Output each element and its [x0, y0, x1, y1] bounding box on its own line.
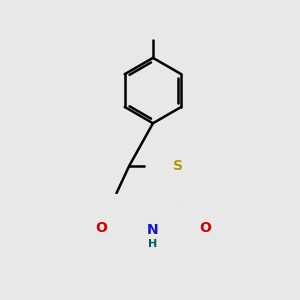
- Text: O: O: [199, 220, 211, 235]
- Text: O: O: [95, 220, 107, 235]
- Text: H: H: [148, 239, 158, 249]
- Text: N: N: [147, 223, 159, 237]
- Text: S: S: [173, 159, 183, 173]
